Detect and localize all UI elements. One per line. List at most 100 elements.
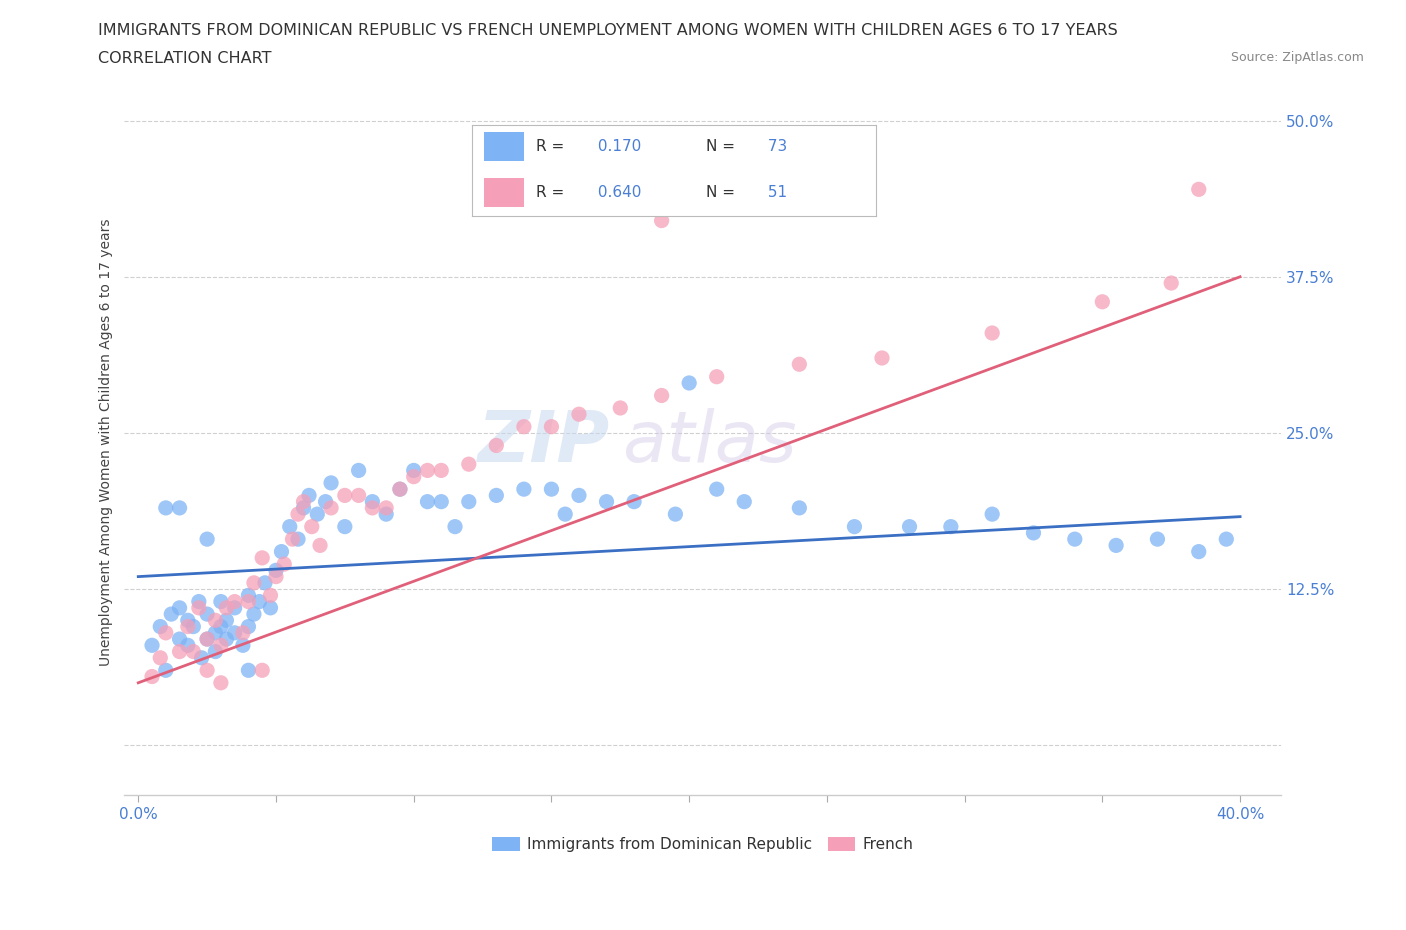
Point bbox=[981, 326, 1004, 340]
Point bbox=[609, 401, 631, 416]
Point bbox=[444, 519, 467, 534]
Point bbox=[319, 475, 342, 490]
Point bbox=[238, 588, 260, 603]
Point bbox=[238, 594, 260, 609]
Point bbox=[209, 619, 232, 634]
Point bbox=[789, 500, 811, 515]
Point bbox=[540, 419, 562, 434]
Point bbox=[187, 601, 209, 616]
Point bbox=[1188, 544, 1211, 559]
Point bbox=[623, 494, 645, 509]
Point bbox=[1146, 532, 1168, 547]
Point bbox=[149, 619, 172, 634]
Point bbox=[1215, 532, 1237, 547]
Y-axis label: Unemployment Among Women with Children Ages 6 to 17 years: Unemployment Among Women with Children A… bbox=[100, 219, 114, 666]
Point bbox=[513, 419, 536, 434]
Point bbox=[249, 594, 271, 609]
Point bbox=[215, 631, 238, 646]
Point bbox=[169, 601, 191, 616]
Point bbox=[706, 369, 728, 384]
Point bbox=[187, 594, 209, 609]
Point bbox=[177, 638, 200, 653]
Point bbox=[195, 631, 218, 646]
Point bbox=[183, 644, 205, 659]
Point bbox=[1188, 182, 1211, 197]
Point bbox=[733, 494, 755, 509]
Point bbox=[224, 625, 246, 640]
Point bbox=[169, 500, 191, 515]
Point bbox=[315, 494, 337, 509]
Point bbox=[155, 500, 177, 515]
Point bbox=[333, 488, 356, 503]
Point bbox=[540, 482, 562, 497]
Point bbox=[402, 470, 425, 485]
Point bbox=[238, 619, 260, 634]
Point bbox=[361, 494, 384, 509]
Point bbox=[160, 606, 183, 621]
Point bbox=[844, 519, 866, 534]
Point bbox=[298, 488, 321, 503]
Point bbox=[388, 482, 411, 497]
Point bbox=[1022, 525, 1045, 540]
Point bbox=[169, 631, 191, 646]
Point bbox=[177, 613, 200, 628]
Point bbox=[307, 507, 329, 522]
Point bbox=[347, 463, 370, 478]
Point bbox=[375, 507, 398, 522]
Legend: Immigrants from Dominican Republic, French: Immigrants from Dominican Republic, Fren… bbox=[486, 830, 920, 858]
Point bbox=[706, 482, 728, 497]
Point bbox=[204, 625, 226, 640]
Point bbox=[457, 494, 479, 509]
Point bbox=[209, 594, 232, 609]
Point bbox=[568, 488, 591, 503]
Text: Source: ZipAtlas.com: Source: ZipAtlas.com bbox=[1230, 51, 1364, 64]
Point bbox=[1063, 532, 1085, 547]
Point bbox=[232, 625, 254, 640]
Point bbox=[264, 563, 287, 578]
Point bbox=[169, 644, 191, 659]
Text: ZIP: ZIP bbox=[478, 408, 610, 477]
Point bbox=[141, 638, 163, 653]
Point bbox=[287, 507, 309, 522]
Point bbox=[981, 507, 1004, 522]
Point bbox=[292, 500, 315, 515]
Point bbox=[651, 388, 673, 403]
Point bbox=[264, 569, 287, 584]
Point bbox=[149, 650, 172, 665]
Point bbox=[243, 576, 266, 591]
Point bbox=[215, 601, 238, 616]
Point bbox=[204, 644, 226, 659]
Point bbox=[253, 576, 276, 591]
Point bbox=[155, 663, 177, 678]
Point bbox=[939, 519, 962, 534]
Point bbox=[402, 463, 425, 478]
Text: atlas: atlas bbox=[621, 408, 797, 477]
Point bbox=[301, 519, 323, 534]
Point bbox=[457, 457, 479, 472]
Point bbox=[141, 669, 163, 684]
Point bbox=[1091, 294, 1114, 309]
Point bbox=[416, 463, 439, 478]
Point bbox=[347, 488, 370, 503]
Point bbox=[287, 532, 309, 547]
Point bbox=[243, 606, 266, 621]
Point bbox=[183, 619, 205, 634]
Point bbox=[430, 463, 453, 478]
Point bbox=[664, 507, 686, 522]
Point bbox=[375, 500, 398, 515]
Point bbox=[333, 519, 356, 534]
Point bbox=[568, 406, 591, 421]
Point bbox=[898, 519, 921, 534]
Point bbox=[430, 494, 453, 509]
Point bbox=[195, 606, 218, 621]
Point bbox=[224, 594, 246, 609]
Point bbox=[485, 438, 508, 453]
Point bbox=[209, 675, 232, 690]
Text: IMMIGRANTS FROM DOMINICAN REPUBLIC VS FRENCH UNEMPLOYMENT AMONG WOMEN WITH CHILD: IMMIGRANTS FROM DOMINICAN REPUBLIC VS FR… bbox=[98, 23, 1118, 38]
Point bbox=[270, 544, 292, 559]
Point bbox=[238, 663, 260, 678]
Point bbox=[259, 588, 281, 603]
Point bbox=[177, 619, 200, 634]
Point bbox=[309, 538, 332, 552]
Point bbox=[224, 601, 246, 616]
